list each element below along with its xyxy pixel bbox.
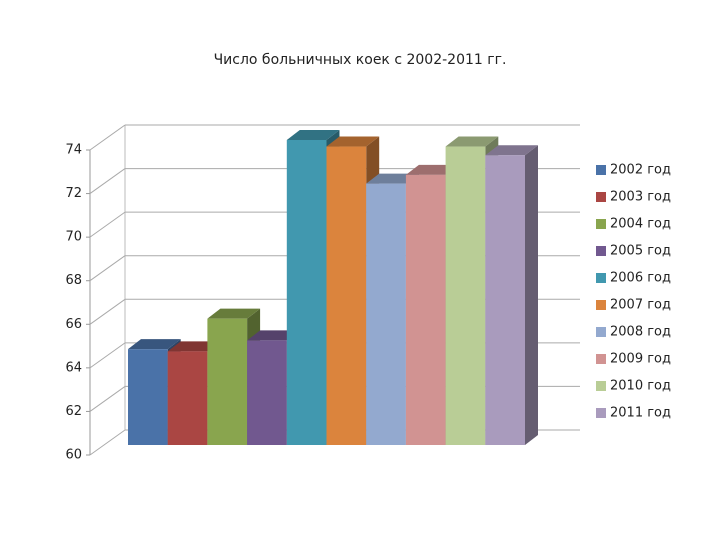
legend-label: 2011 год xyxy=(610,406,671,421)
legend-label: 2005 год xyxy=(610,244,671,259)
bar-top xyxy=(405,164,459,175)
bar xyxy=(405,174,446,445)
bar-top xyxy=(207,308,261,319)
legend-label: 2010 год xyxy=(610,379,671,394)
legend-label: 2003 год xyxy=(610,190,671,205)
legend-swatch xyxy=(596,327,606,337)
legend-swatch xyxy=(596,192,606,202)
bar-side xyxy=(525,145,538,445)
y-tick-label: 66 xyxy=(65,317,82,332)
bar xyxy=(326,146,367,446)
y-tick-label: 74 xyxy=(65,143,82,158)
legend-swatch xyxy=(596,354,606,364)
bar xyxy=(445,146,486,446)
bar xyxy=(286,140,327,445)
bar xyxy=(167,351,208,445)
bar-top xyxy=(326,136,380,147)
bar xyxy=(128,349,168,445)
legend-label: 2008 год xyxy=(610,325,671,340)
y-tick-label: 62 xyxy=(65,404,82,419)
grid-line xyxy=(89,211,126,238)
legend-swatch xyxy=(596,300,606,310)
legend-label: 2004 год xyxy=(610,217,671,232)
grid-line xyxy=(89,124,126,151)
bar-top xyxy=(366,173,419,184)
y-tick-label: 70 xyxy=(65,230,82,245)
chart-title: Число больничных коек с 2002-2011 гг. xyxy=(214,52,507,68)
legend-swatch xyxy=(596,381,606,391)
grid-line xyxy=(89,386,126,412)
legend-swatch xyxy=(596,246,606,256)
legend-label: 2006 год xyxy=(610,271,671,286)
bar-top xyxy=(167,341,221,352)
y-tick-label: 68 xyxy=(65,273,82,288)
bar-top xyxy=(485,145,538,156)
legend-swatch xyxy=(596,165,606,175)
grid-line xyxy=(89,342,126,369)
legend-label: 2009 год xyxy=(610,352,671,367)
y-tick-label: 72 xyxy=(65,186,82,201)
bar xyxy=(366,183,406,446)
grid-line xyxy=(89,255,126,282)
legend-swatch xyxy=(596,219,606,229)
bar xyxy=(247,340,287,445)
bar-top xyxy=(247,330,300,341)
bar-top xyxy=(286,130,340,140)
bar-top xyxy=(445,136,499,147)
grid-line xyxy=(89,298,126,325)
legend-swatch xyxy=(596,408,606,418)
y-tick-label: 64 xyxy=(65,360,82,375)
bar-top xyxy=(128,339,181,350)
y-tick-label: 60 xyxy=(65,448,82,463)
grid-line xyxy=(89,429,126,456)
legend-label: 2007 год xyxy=(610,298,671,313)
legend-label: 2002 год xyxy=(610,163,671,178)
bar xyxy=(485,155,525,445)
legend-swatch xyxy=(596,273,606,283)
grid-line xyxy=(89,168,126,194)
bar xyxy=(207,318,248,445)
